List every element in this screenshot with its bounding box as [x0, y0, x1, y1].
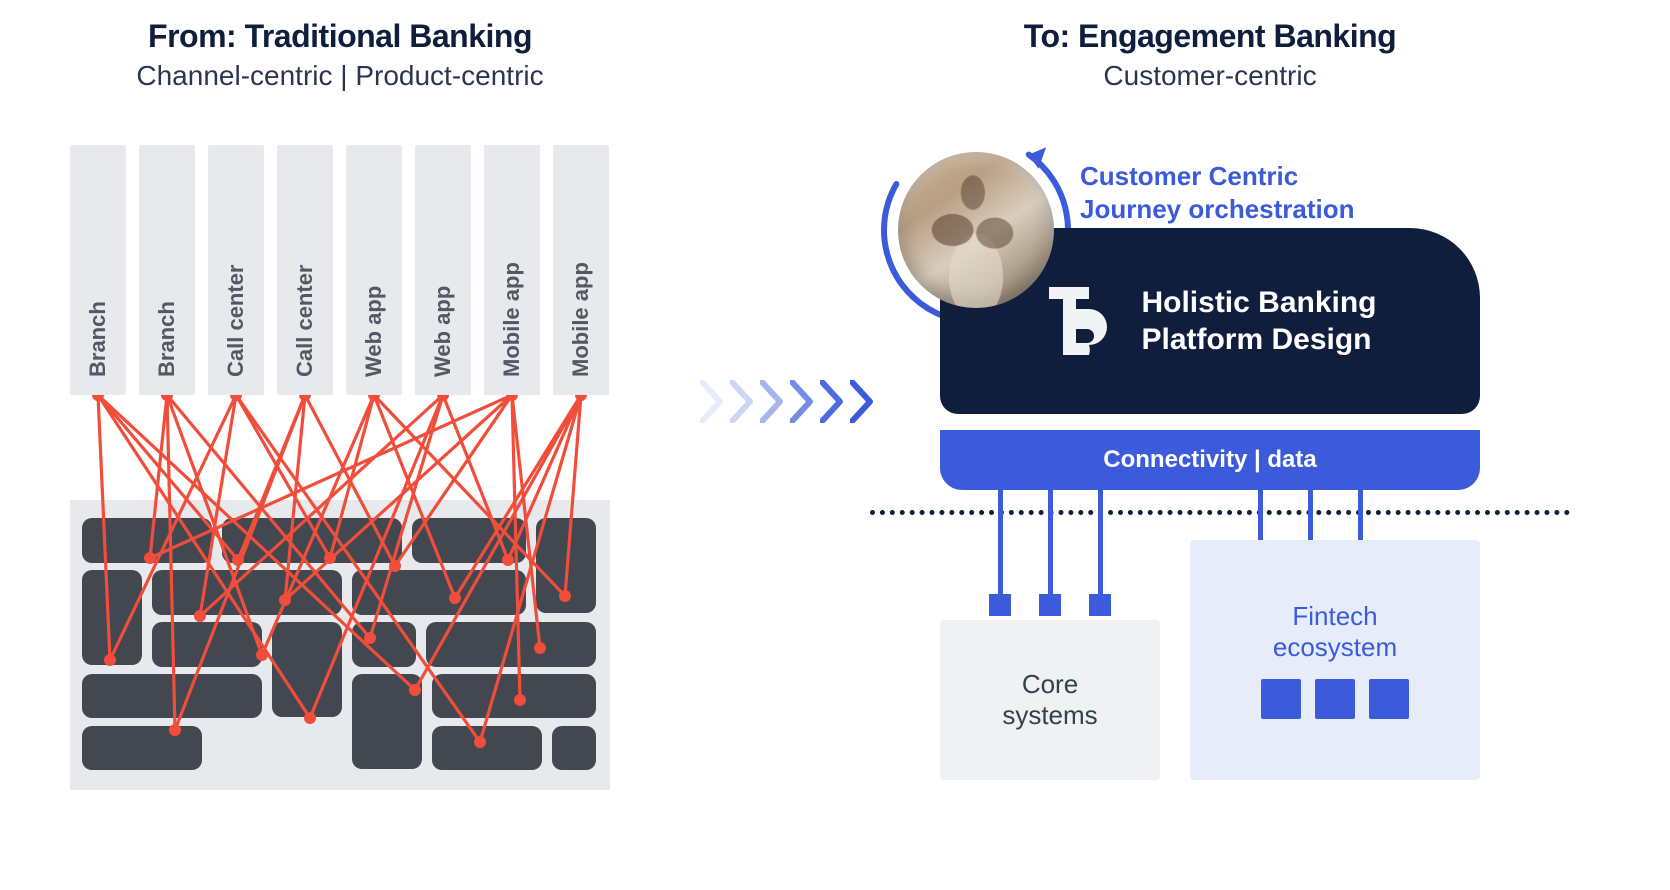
- connector-line: [1048, 490, 1053, 605]
- connector-line: [1098, 490, 1103, 605]
- channel-label: Branch: [154, 301, 180, 377]
- connector-end-square: [1039, 594, 1061, 616]
- connector-end-square: [1089, 594, 1111, 616]
- channel-column: Web app: [415, 145, 471, 395]
- fintech-square: [1369, 679, 1409, 719]
- channel-label: Mobile app: [499, 262, 525, 377]
- channel-column: Mobile app: [553, 145, 609, 395]
- channel-column: Web app: [346, 145, 402, 395]
- core-systems-label: Coresystems: [1002, 669, 1097, 731]
- fintech-square: [1315, 679, 1355, 719]
- connector-line: [998, 490, 1003, 605]
- fintech-box: Fintechecosystem: [1190, 540, 1480, 780]
- channel-column: Branch: [70, 145, 126, 395]
- channel-label: Call center: [223, 265, 249, 378]
- core-systems-box: Coresystems: [940, 620, 1160, 780]
- channel-label: Branch: [85, 301, 111, 377]
- channel-column: Call center: [277, 145, 333, 395]
- fintech-square: [1261, 679, 1301, 719]
- channel-column: Mobile app: [484, 145, 540, 395]
- channel-label: Mobile app: [568, 262, 594, 377]
- channel-label: Web app: [361, 286, 387, 377]
- channel-column: Branch: [139, 145, 195, 395]
- connector-end-square: [989, 594, 1011, 616]
- fintech-label: Fintechecosystem: [1273, 601, 1397, 663]
- channel-label: Web app: [430, 286, 456, 377]
- channel-column: Call center: [208, 145, 264, 395]
- channel-label: Call center: [292, 265, 318, 378]
- fintech-squares: [1261, 679, 1409, 719]
